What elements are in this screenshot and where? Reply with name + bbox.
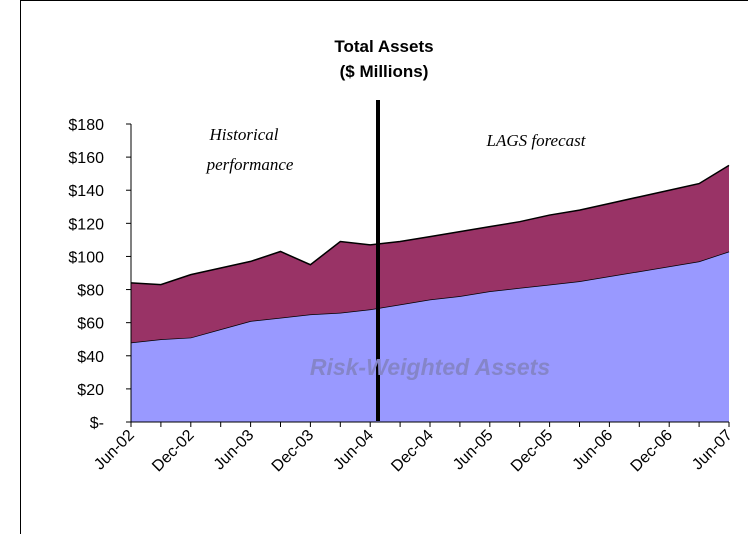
x-tick-label: Jun-03 — [211, 427, 258, 474]
y-tick-label: $120 — [68, 216, 104, 233]
y-tick-label: $- — [90, 415, 104, 432]
y-tick-label: $160 — [68, 150, 104, 167]
x-tick-label: Jun-02 — [91, 427, 138, 474]
chart-title: Total Assets — [334, 37, 433, 56]
annotation: LAGS forecast — [485, 131, 586, 150]
area-edge — [130, 164, 730, 286]
y-tick-label: $80 — [77, 283, 104, 300]
x-tick-label: Jun-07 — [689, 427, 736, 474]
x-tick-label: Dec-06 — [628, 427, 677, 476]
annotation: Historical — [209, 125, 279, 144]
y-tick-label: $20 — [77, 382, 104, 399]
area — [131, 251, 729, 422]
x-tick-label: Dec-05 — [508, 427, 557, 476]
y-tick-label: $60 — [77, 316, 104, 333]
area — [131, 165, 729, 343]
x-tick-label: Dec-03 — [269, 427, 318, 476]
x-tick-label: Dec-02 — [149, 427, 198, 476]
plot-area: $- $20 $40 $60 $80 $100 $120 $140 $160 $180 Jun-02… — [68, 117, 735, 475]
x-tick-label: Dec-04 — [388, 427, 437, 476]
series-label: Risk-Weighted Assets — [310, 354, 550, 380]
chart-subtitle: ($ Millions) — [340, 62, 429, 81]
y-tick-label: $100 — [68, 249, 104, 266]
x-tick-label: Jun-04 — [330, 427, 377, 474]
y-tick-label: $40 — [77, 349, 104, 366]
x-tick-label: Jun-05 — [450, 427, 497, 474]
y-tick-label: $140 — [68, 183, 104, 200]
x-tick-label: Jun-06 — [570, 427, 617, 474]
annotation: performance — [206, 155, 294, 174]
y-tick-label: $180 — [68, 117, 104, 134]
